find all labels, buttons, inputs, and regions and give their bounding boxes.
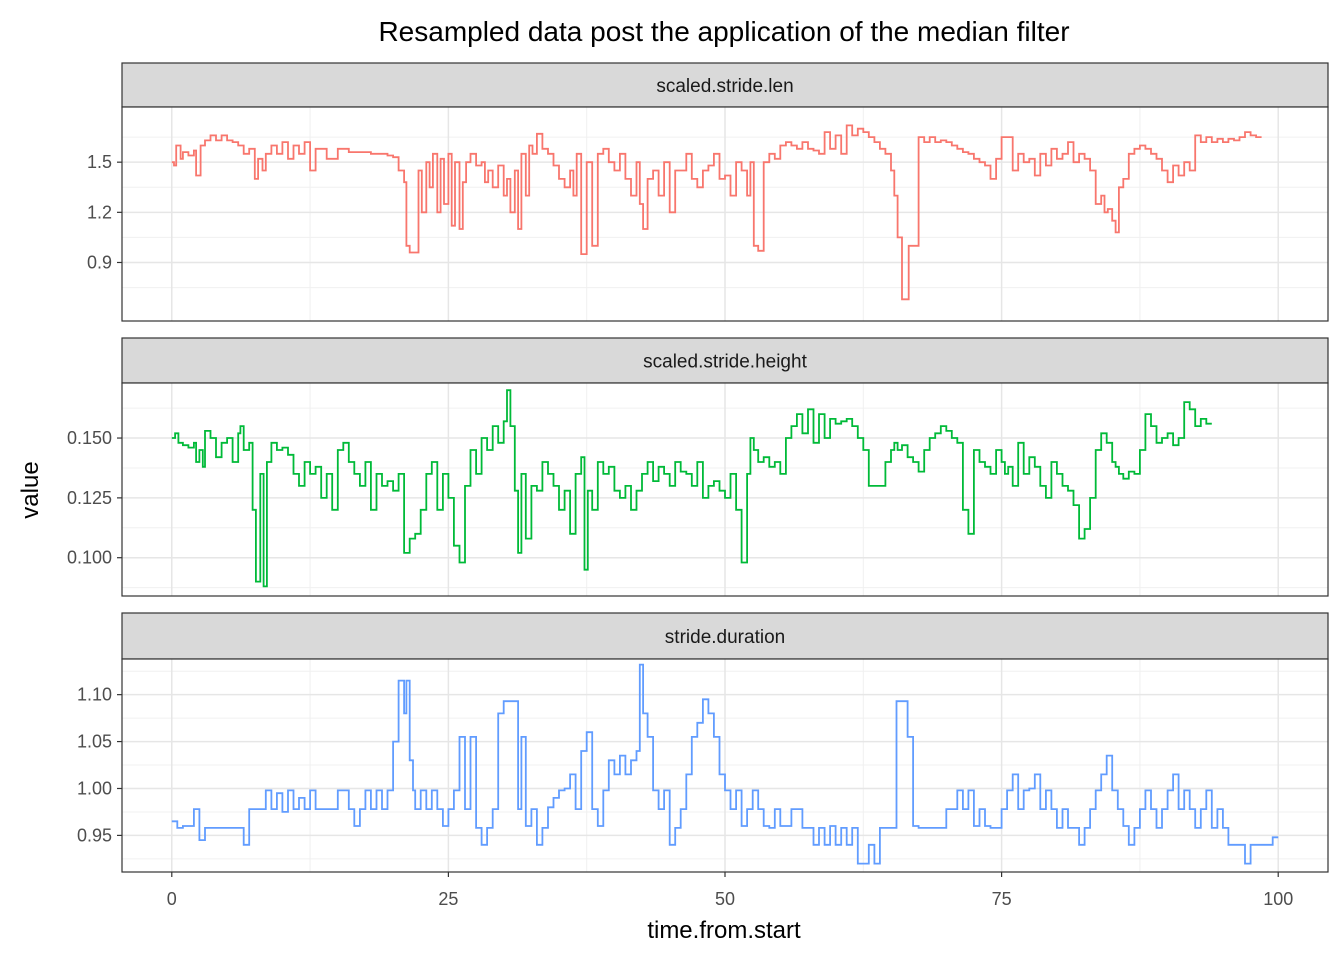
facet-strip: [121, 612, 1329, 660]
series-line-scaled-stride-len: [171, 124, 1262, 301]
panel-scaled-stride-len: scaled.stride.len 0.9 1.2 1.5: [87, 62, 1329, 322]
series-line-scaled-stride-height: [171, 389, 1212, 588]
chart-title: Resampled data post the application of t…: [378, 16, 1069, 47]
facet-strip-label: scaled.stride.len: [656, 76, 793, 97]
y-tick-label: 0.150: [67, 428, 112, 448]
facet-strip-label: scaled.stride.height: [643, 352, 807, 373]
panel-stride-duration: stride.duration 0.95 1.00 1.05 1.10: [77, 612, 1329, 873]
y-axis-title: value: [17, 461, 44, 518]
x-axis-title: time.from.start: [647, 917, 801, 944]
y-tick-label: 0.9: [87, 252, 112, 272]
x-tick-label: 100: [1263, 889, 1293, 909]
panel-scaled-stride-height: scaled.stride.height 0.100 0.125 0.150: [67, 337, 1329, 597]
series-line-stride-duration: [171, 663, 1279, 865]
facet-strip-label: stride.duration: [665, 627, 785, 648]
x-tick-label: 25: [438, 889, 458, 909]
y-tick-label: 1.00: [77, 778, 112, 798]
x-tick-label: 50: [715, 889, 735, 909]
x-tick-label: 0: [167, 889, 177, 909]
panel-border: [121, 382, 1329, 597]
y-tick-label: 1.2: [87, 202, 112, 222]
panels: scaled.stride.len0.91.21.5scaled.stride.…: [67, 62, 1329, 873]
panel-border: [121, 106, 1329, 322]
x-tick-label: 75: [992, 889, 1012, 909]
y-tick-label: 0.100: [67, 548, 112, 568]
y-tick-label: 0.125: [67, 488, 112, 508]
y-tick-label: 0.95: [77, 825, 112, 845]
x-axis: 0 25 50 75 100: [167, 872, 1293, 909]
y-tick-label: 1.10: [77, 685, 112, 705]
facet-strip: [121, 337, 1329, 384]
y-tick-label: 1.5: [87, 152, 112, 172]
facet-strip: [121, 62, 1329, 108]
y-tick-label: 1.05: [77, 732, 112, 752]
